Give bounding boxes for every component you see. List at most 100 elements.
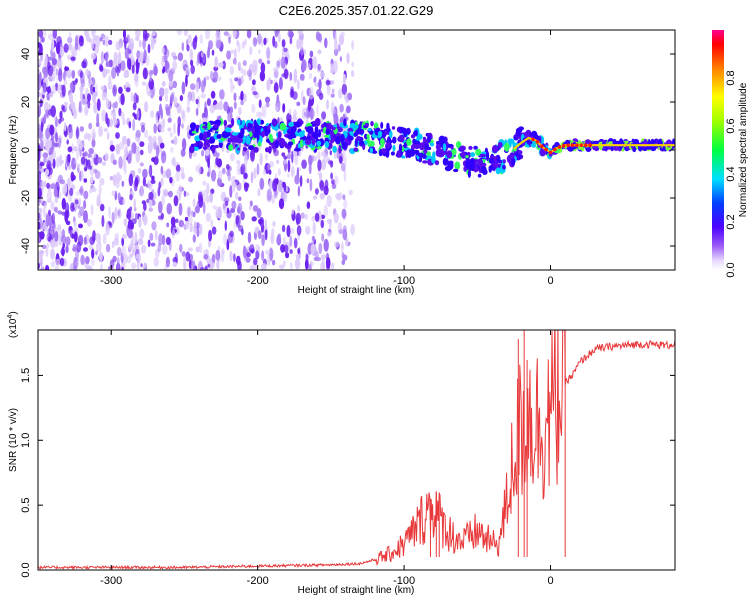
- spectrogram-noise-speckle: [130, 91, 134, 103]
- spectrogram-ridge-blob: [427, 135, 431, 143]
- spectrogram-ridge-blob: [592, 140, 600, 145]
- spectrogram-noise-speckle: [195, 246, 200, 253]
- spectrogram-noise-speckle: [186, 97, 191, 107]
- spectrogram-noise-speckle: [235, 160, 241, 165]
- spectrogram-noise-speckle: [298, 167, 302, 172]
- spectrogram-noise-speckle: [95, 232, 101, 243]
- spectrogram-noise-speckle: [228, 36, 231, 44]
- spectrogram-noise-speckle: [187, 216, 193, 226]
- spectrogram-noise-speckle: [208, 229, 213, 242]
- spectrogram-noise-speckle: [63, 79, 68, 86]
- spectrogram-noise-speckle: [57, 224, 62, 231]
- spectrogram-noise-speckle: [297, 79, 300, 90]
- spectrogram-noise-speckle: [170, 216, 176, 227]
- spectrogram-noise-speckle: [59, 47, 65, 57]
- spectrogram-noise-speckle: [68, 43, 72, 51]
- spectrogram-noise-speckle: [200, 266, 205, 270]
- spectrogram-noise-speckle: [296, 225, 302, 236]
- spectrogram-noise-speckle: [230, 80, 234, 94]
- spectrogram-noise-speckle: [128, 173, 134, 187]
- spectrogram-noise-speckle: [44, 168, 50, 176]
- spectrogram-ridge-blob: [311, 120, 318, 125]
- spectrogram-noise-speckle: [172, 261, 177, 268]
- spectrogram-ridge-blob: [392, 144, 396, 152]
- spectrogram-noise-speckle: [195, 81, 200, 93]
- spectrogram-noise-speckle: [244, 182, 247, 187]
- spectrogram-ridge-blob: [406, 127, 411, 135]
- spectrogram-noise-speckle: [143, 202, 147, 212]
- spectrogram-noise-speckle: [220, 250, 225, 263]
- spectrogram-noise-speckle: [277, 179, 284, 193]
- spectrogram-noise-speckle: [69, 187, 74, 197]
- spectrogram-noise-speckle: [320, 71, 326, 79]
- spectrogram-ridge-blob: [410, 134, 416, 139]
- spectrogram-noise-speckle: [105, 61, 110, 68]
- spectrogram-noise-speckle: [266, 47, 271, 60]
- spectrogram-noise-speckle: [172, 59, 177, 71]
- spectrogram-noise-speckle: [96, 199, 102, 208]
- spectrogram-noise-speckle: [343, 199, 348, 209]
- spectrogram-noise-speckle: [192, 151, 197, 157]
- spectrogram-noise-speckle: [260, 62, 266, 74]
- spectrogram-noise-speckle: [329, 150, 332, 156]
- spectrogram-noise-speckle: [224, 220, 227, 232]
- spectrogram-noise-speckle: [70, 99, 74, 110]
- spectrogram-ridge-blob: [218, 141, 223, 149]
- spectrogram-noise-speckle: [330, 172, 333, 180]
- spectrogram-noise-speckle: [217, 177, 222, 187]
- spectrogram-noise-speckle: [223, 31, 229, 36]
- spectrogram-noise-speckle: [340, 31, 345, 38]
- spectrogram-noise-speckle: [238, 77, 242, 87]
- spectrogram-noise-speckle: [321, 111, 327, 120]
- spectrogram-noise-speckle: [57, 58, 62, 66]
- spectrogram-noise-speckle: [104, 152, 109, 161]
- spectrogram-noise-speckle: [83, 134, 87, 140]
- spectrogram-ridge-blob: [377, 130, 383, 137]
- spectrogram-noise-speckle: [167, 117, 172, 123]
- spectrogram-noise-speckle: [52, 158, 56, 169]
- spectrogram-ridge-blob: [434, 160, 440, 166]
- spectrogram-noise-speckle: [286, 225, 291, 238]
- spectrogram-noise-speckle: [69, 82, 74, 91]
- spectrogram-noise-speckle: [341, 252, 345, 259]
- snr-plot-area: [38, 330, 675, 570]
- spectrogram-ridge-blob: [236, 119, 241, 125]
- spec-xtick-label-1: -200: [247, 275, 269, 287]
- spectrogram-noise-speckle: [308, 163, 312, 175]
- spectrogram-noise-speckle: [165, 49, 170, 58]
- spectrogram-noise-speckle: [276, 94, 280, 104]
- spectrogram-noise-speckle: [57, 174, 64, 183]
- spectrogram-noise-speckle: [107, 81, 113, 90]
- spectrogram-noise-speckle: [216, 39, 222, 49]
- colorbar-label: Normalized spectral amplitude: [738, 82, 749, 217]
- spectrogram-noise-speckle: [78, 100, 82, 113]
- spectrogram-noise-speckle: [226, 163, 230, 170]
- spectrogram-ridge-blob: [618, 145, 623, 149]
- spectrogram-noise-speckle: [65, 236, 71, 246]
- spectrogram-noise-speckle: [330, 101, 335, 112]
- spectrogram-noise-speckle: [113, 174, 117, 187]
- spectrogram-noise-speckle: [102, 39, 106, 45]
- colorbar-tick-label-0: 0.0: [725, 262, 737, 277]
- spectrogram-ridge-blob: [370, 121, 374, 127]
- spectrogram-ridge-blob: [429, 142, 435, 147]
- spectrogram-noise-speckle: [237, 62, 241, 67]
- spectrogram-noise-speckle: [51, 212, 55, 224]
- spectrogram-noise-speckle: [96, 112, 100, 126]
- spectrogram-noise-speckle: [58, 118, 62, 124]
- spectrogram-noise-speckle: [140, 185, 143, 196]
- spectrogram-noise-speckle: [297, 185, 301, 197]
- spectrogram-noise-speckle: [108, 39, 113, 46]
- spectrogram-noise-speckle: [118, 174, 122, 182]
- spectrogram-noise-speckle: [121, 236, 125, 247]
- spectrogram-noise-speckle: [157, 215, 162, 220]
- spectrogram-noise-speckle: [90, 204, 94, 216]
- spectrogram-noise-speckle: [118, 156, 123, 169]
- spectrogram-noise-speckle: [240, 90, 244, 102]
- spectrogram-noise-speckle: [264, 228, 268, 241]
- spectrogram-noise-speckle: [251, 85, 256, 93]
- spectrogram-noise-speckle: [151, 175, 155, 181]
- spectrogram-ridge-blob: [237, 132, 244, 139]
- spectrogram-noise-speckle: [160, 165, 164, 175]
- spectrogram-noise-speckle: [67, 146, 73, 153]
